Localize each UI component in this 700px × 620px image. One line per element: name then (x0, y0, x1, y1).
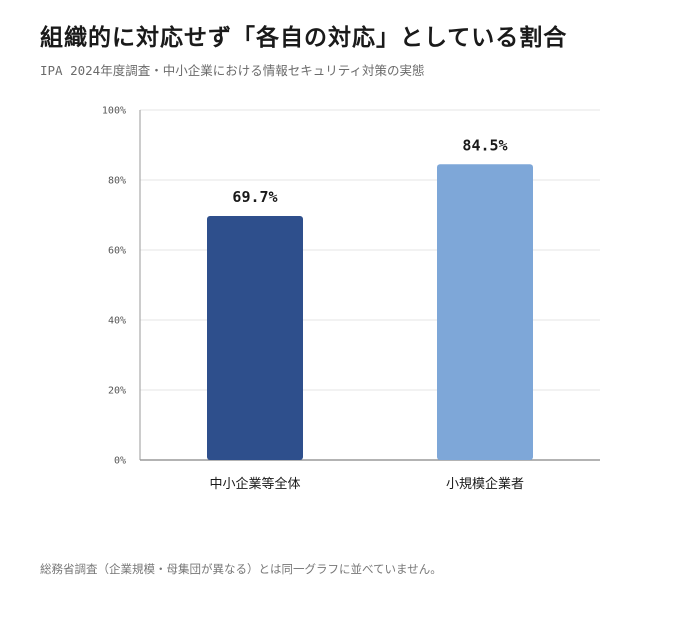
y-tick-label: 100% (102, 106, 126, 117)
data-label: 84.5% (462, 136, 507, 154)
y-tick-label: 80% (108, 176, 126, 187)
y-tick-label: 60% (108, 246, 126, 257)
y-tick-label: 0% (114, 456, 126, 467)
chart-title: 組織的に対応せず「各自の対応」としている割合 (40, 25, 568, 51)
y-tick-label: 20% (108, 386, 126, 397)
x-tick-label: 中小企業等全体 (209, 476, 300, 492)
data-label: 69.7% (232, 188, 277, 206)
bar (437, 164, 533, 460)
y-tick-label: 40% (108, 316, 126, 327)
footnote: 総務省調査（企業規模・母集団が異なる）とは同一グラフに並べていません。 (40, 562, 442, 576)
x-tick-label: 小規模企業者 (446, 476, 524, 492)
chart-subtitle: IPA 2024年度調査・中小企業における情報セキュリティ対策の実態 (40, 63, 425, 78)
bar (207, 216, 303, 460)
